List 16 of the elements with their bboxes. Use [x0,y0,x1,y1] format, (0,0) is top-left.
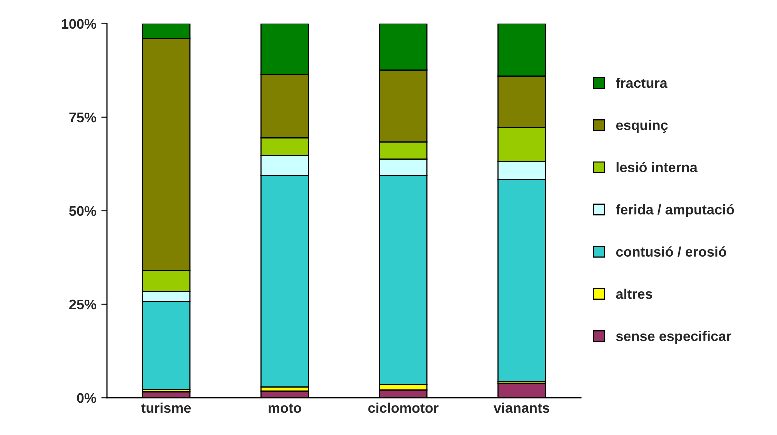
x-tick-label: turisme [142,402,192,414]
legend-label: esquinç [616,120,668,134]
y-tick-label: 25% [69,300,96,310]
y-tick-label: 50% [69,206,96,216]
y-tick-label: 0% [77,393,96,404]
x-tick-label: vianants [494,402,550,414]
legend-label: altres [616,288,652,300]
y-tick-label: 100% [62,19,96,30]
x-tick-label: moto [268,404,302,414]
legend-label: contusió / erosió [616,246,726,258]
y-tick-label: 75% [70,112,96,123]
legend-label: lesió interna [616,162,698,173]
x-tick-label: ciclomotor [368,402,439,414]
legend-label: sense especificar [616,331,732,344]
legend-label: ferida / amputació [616,204,734,218]
legend-label: fractura [616,78,668,88]
